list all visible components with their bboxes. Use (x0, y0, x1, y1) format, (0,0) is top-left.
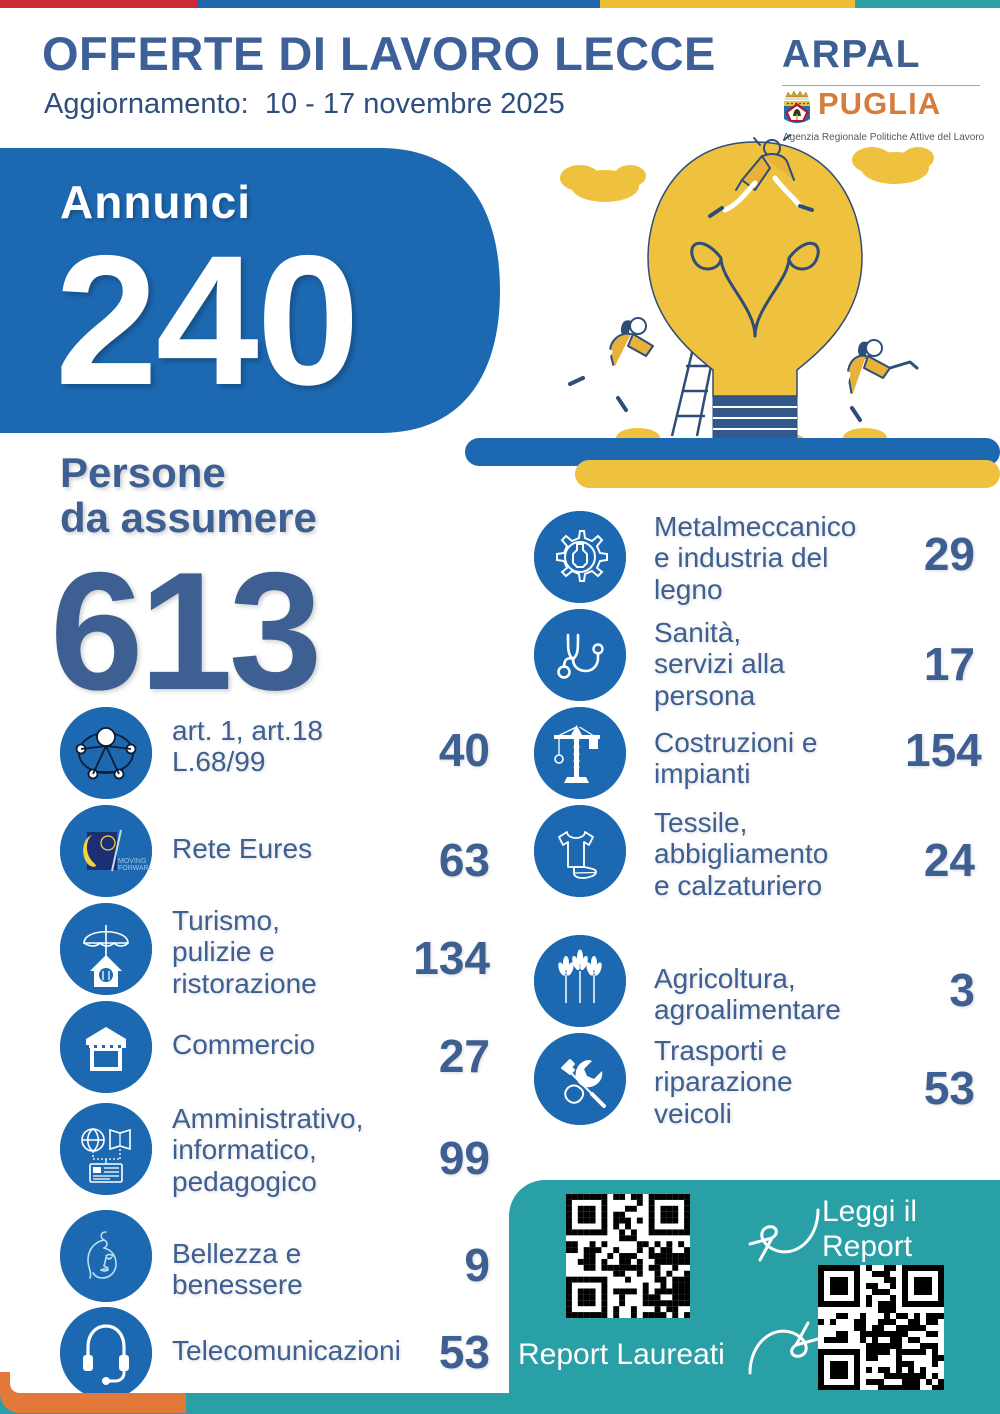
svg-text:MOVING: MOVING (118, 858, 146, 865)
svg-text:PUGLIA: PUGLIA (818, 89, 941, 121)
svg-text:ARPAL: ARPAL (782, 33, 921, 76)
svg-text:FORWARD: FORWARD (118, 865, 152, 872)
